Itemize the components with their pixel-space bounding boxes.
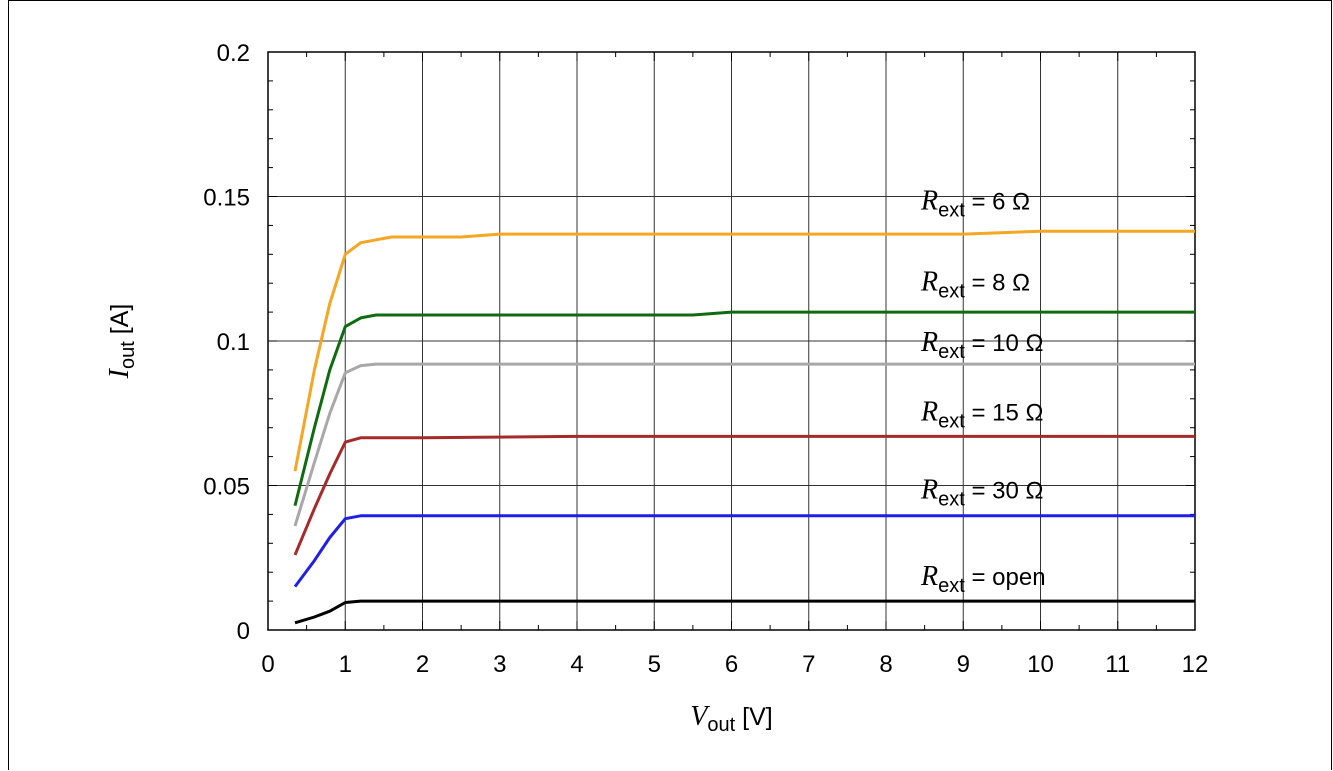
y-tick-label: 0: [237, 618, 250, 645]
series-labels: Rext = 6 Ω Rext = 8 Ω Rext = 10 Ω Rext = 15…: [920, 185, 1046, 597]
x-axis-label: Vout [V]: [690, 701, 772, 736]
x-tick-label: 3: [493, 651, 506, 678]
series-label: Rext = 8 Ω: [920, 266, 1030, 302]
y-tick-label: 0.1: [217, 329, 250, 356]
x-tick-label: 1: [339, 651, 352, 678]
series-line: [293, 514, 1195, 588]
x-tick-label: 0: [261, 651, 274, 678]
y-tick-label: 0.2: [217, 40, 250, 67]
y-tick-label: 0.15: [203, 185, 250, 212]
series-line: [293, 310, 1195, 507]
x-tick-label: 4: [570, 651, 583, 678]
series-lines: [293, 229, 1195, 625]
x-tick-labels: 0 1 2 3 4 5 6 7 8 9 10 11 12: [261, 651, 1208, 678]
x-tick-label: 2: [416, 651, 429, 678]
y-tick-label: 0.05: [203, 474, 250, 501]
x-tick-label: 10: [1027, 651, 1054, 678]
x-tick-label: 7: [802, 651, 815, 678]
x-tick-label: 5: [648, 651, 661, 678]
x-tick-label: 12: [1182, 651, 1209, 678]
y-axis-label: Iout [A]: [104, 304, 139, 380]
grid-lines: [268, 52, 1195, 630]
series-label: Rext = 10 Ω: [920, 327, 1043, 363]
figure-frame: [8, 0, 1332, 770]
x-tick-label: 11: [1105, 651, 1130, 678]
x-tick-label: 8: [879, 651, 892, 678]
series-line: [293, 362, 1195, 527]
series-line: [293, 434, 1195, 556]
series-label: Rext = 6 Ω: [920, 185, 1030, 221]
series-line: [294, 599, 1195, 625]
series-line: [293, 229, 1195, 472]
x-tick-label: 6: [725, 651, 738, 678]
series-label: Rext = open: [920, 561, 1046, 597]
y-tick-labels: 0 0.05 0.1 0.15 0.2: [203, 40, 250, 645]
x-tick-label: 9: [957, 651, 970, 678]
series-label: Rext = 15 Ω: [920, 396, 1043, 432]
series-label: Rext = 30 Ω: [920, 474, 1043, 510]
